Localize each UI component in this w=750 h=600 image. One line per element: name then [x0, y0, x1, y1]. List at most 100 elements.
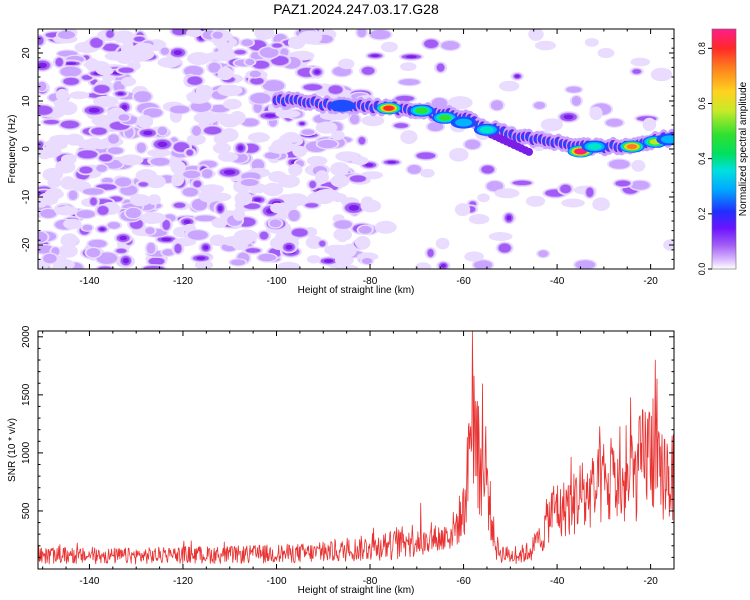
snr-series-line — [38, 331, 674, 565]
heatmap-cell — [107, 147, 124, 155]
heatmap-cell — [262, 182, 284, 197]
heatmap-cell — [76, 210, 95, 219]
heatmap-cell — [589, 106, 603, 121]
x-tick-label: -100 — [266, 276, 286, 287]
spectrogram-heatmap — [38, 29, 674, 269]
heatmap-cell — [488, 232, 513, 241]
heatmap-cell — [486, 181, 504, 192]
heatmap-cell — [196, 256, 206, 260]
heatmap-cell — [53, 98, 70, 108]
heatmap-cell — [213, 133, 230, 145]
heatmap-cell — [317, 139, 338, 149]
heatmap-cell — [348, 204, 360, 211]
heatmap-cell — [231, 236, 249, 251]
heatmap-cell — [60, 233, 79, 247]
heatmap-cell — [349, 114, 360, 125]
heatmap-cell — [54, 205, 79, 216]
heatmap-cell — [306, 155, 328, 166]
heatmap-cell — [186, 149, 193, 156]
heatmap-cell — [70, 178, 87, 191]
colorbar-gradient — [712, 29, 736, 269]
heatmap-cell — [88, 239, 107, 248]
heatmap-cell — [69, 91, 90, 100]
heatmap-cell — [38, 197, 48, 208]
heatmap-cell — [515, 74, 520, 78]
heatmap-cell — [174, 243, 182, 254]
heatmap-cell — [512, 180, 532, 185]
heatmap-cell — [191, 198, 208, 211]
heatmap-cell — [136, 114, 154, 129]
heatmap-cell — [183, 170, 201, 179]
y-tick-label: 1500 — [21, 383, 32, 406]
heatmap-cell — [219, 115, 241, 128]
heatmap-cell — [350, 175, 366, 182]
heatmap-cell — [148, 257, 165, 265]
heatmap-cell — [217, 152, 239, 162]
heatmap-cell — [157, 126, 168, 136]
heatmap-cell — [630, 57, 651, 67]
heatmap-cell — [199, 184, 225, 194]
heatmap-cell — [334, 255, 354, 266]
heatmap-cell — [63, 77, 79, 85]
heatmap-cell — [143, 130, 153, 136]
heatmap-cell — [218, 205, 223, 212]
heatmap-cell — [650, 67, 673, 82]
heatmap-cell — [173, 202, 186, 208]
heatmap-cell — [319, 111, 345, 121]
peak-mark — [660, 135, 674, 144]
heatmap-cell — [454, 203, 471, 217]
heatmap-cell — [195, 84, 214, 98]
heatmap-cell — [60, 66, 81, 77]
heatmap-cell — [259, 47, 279, 58]
heatmap-cell — [143, 266, 164, 269]
heatmap-cell — [172, 29, 188, 36]
heatmap-cell — [187, 52, 211, 65]
heatmap-cell — [441, 41, 460, 50]
heatmap-cell — [203, 245, 209, 250]
heatmap-cell — [575, 260, 596, 269]
heatmap-cell — [253, 102, 262, 113]
heatmap-cell — [43, 253, 57, 264]
heatmap-cell — [244, 203, 260, 209]
heatmap-cell — [333, 228, 353, 242]
heatmap-cell — [468, 214, 490, 225]
heatmap-cell — [122, 257, 129, 264]
heatmap-cell — [435, 237, 450, 250]
heatmap-cell — [571, 96, 582, 106]
x-tick-label: -40 — [550, 276, 565, 287]
heatmap-cell — [52, 263, 70, 269]
heatmap-cell — [249, 70, 261, 78]
heatmap-cell — [147, 148, 171, 157]
peak-mark — [575, 149, 586, 154]
heatmap-cell — [663, 239, 674, 251]
heatmap-cell — [121, 104, 128, 110]
heatmap-cell — [147, 194, 161, 206]
heatmap-cell — [162, 220, 170, 230]
heatmap-cell — [134, 91, 152, 103]
y-tick-label: 500 — [21, 502, 32, 519]
heatmap-cell — [272, 43, 282, 48]
heatmap-cell — [240, 179, 259, 186]
snr-x-axis-label: Height of straight line (km) — [298, 585, 415, 596]
heatmap-cell — [241, 118, 259, 127]
spectrogram-x-axis-label: Height of straight line (km) — [298, 285, 415, 296]
heatmap-cell — [394, 123, 408, 128]
heatmap-cell — [157, 141, 168, 148]
heatmap-cell — [102, 43, 120, 52]
heatmap-cell — [133, 42, 155, 53]
heatmap-cell — [288, 163, 303, 176]
snr-y-axis-label: SNR (10 * v/v) — [7, 418, 18, 482]
heatmap-cell — [494, 188, 520, 199]
heatmap-cell — [303, 84, 322, 91]
heatmap-cell — [420, 168, 435, 178]
heatmap-cell — [264, 152, 280, 159]
heatmap-cell — [473, 260, 493, 269]
heatmap-cell — [45, 138, 68, 150]
heatmap-cell — [143, 108, 163, 118]
peak-mark — [455, 118, 473, 127]
heatmap-cell — [533, 101, 546, 109]
heatmap-cell — [82, 188, 104, 195]
heatmap-cell — [234, 50, 246, 55]
